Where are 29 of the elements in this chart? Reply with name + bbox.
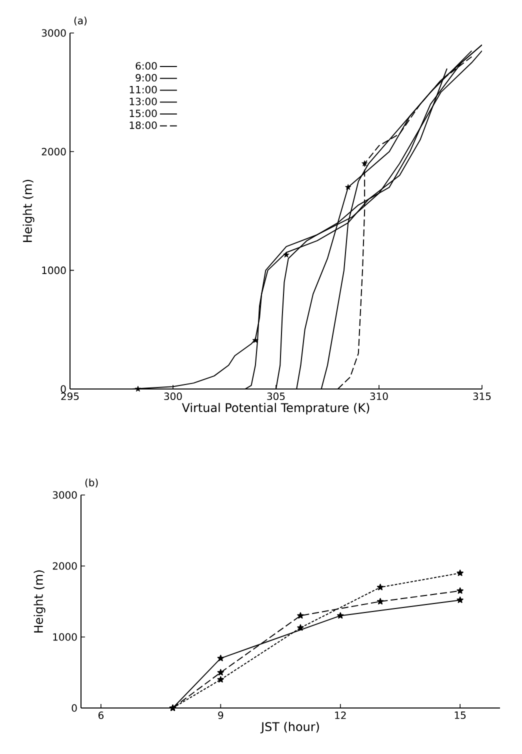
y-tick-label: 3000 xyxy=(42,29,66,37)
x-axis-title: JST (hour) xyxy=(260,722,319,734)
x-tick-label: 310 xyxy=(370,392,388,400)
y-tick-label: 0 xyxy=(72,704,77,712)
x-tick-label: 15 xyxy=(454,712,466,719)
legend-label: 13:00 xyxy=(130,98,157,106)
legend-label: 6:00 xyxy=(136,62,157,70)
y-axis-title: Height (m) xyxy=(34,570,46,632)
y-axis-title: Height (m) xyxy=(22,180,34,242)
legend-label: 18:00 xyxy=(130,121,157,130)
x-tick-label: 9 xyxy=(218,712,224,720)
x-tick-label: 315 xyxy=(473,392,491,400)
chart-title: (b) xyxy=(85,478,98,488)
x-tick-label: 12 xyxy=(335,712,346,719)
x-tick-label: 295 xyxy=(61,392,79,400)
legend-label: 15:00 xyxy=(130,110,157,118)
x-tick-label: 6 xyxy=(98,712,104,720)
y-tick-label: 3000 xyxy=(52,491,77,499)
y-tick-label: 2000 xyxy=(42,148,66,156)
legend-label: 11:00 xyxy=(130,86,157,94)
legend-label: 9:00 xyxy=(136,74,157,82)
y-tick-label: 0 xyxy=(60,385,66,393)
x-tick-label: 305 xyxy=(267,392,285,400)
y-tick-label: 2000 xyxy=(52,562,77,570)
x-axis-title: Virtual Potential Temprature (K) xyxy=(182,402,370,414)
x-tick-label: 300 xyxy=(164,392,182,400)
chart-title: (a) xyxy=(74,16,87,26)
y-tick-label: 1000 xyxy=(42,266,66,274)
y-tick-label: 1000 xyxy=(53,633,77,641)
